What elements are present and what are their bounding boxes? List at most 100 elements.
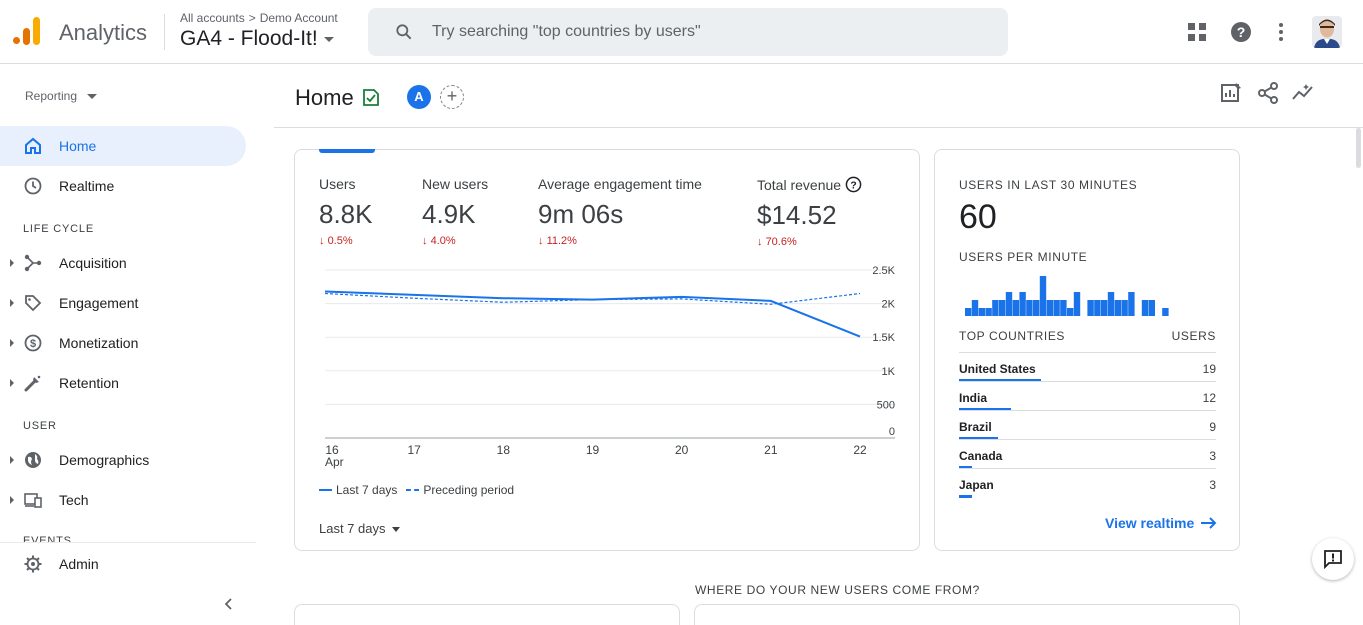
metric-delta-value: 0.5% xyxy=(327,235,353,247)
overview-card: Users 8.8K ↓ 0.5% New users 4.9K ↓ 4.0% … xyxy=(294,149,920,551)
expand-arrow-icon[interactable] xyxy=(10,339,14,347)
sidebar-item-demographics[interactable]: Demographics xyxy=(0,440,246,480)
section-label-lifecycle: LIFE CYCLE xyxy=(23,223,94,235)
property-name: GA4 - Flood-It! xyxy=(180,27,318,50)
insights-icon[interactable] xyxy=(1291,81,1315,105)
collapse-sidebar-icon[interactable] xyxy=(222,597,236,611)
sidebar-item-acquisition[interactable]: Acquisition xyxy=(0,243,246,283)
per-minute-bar xyxy=(965,308,972,316)
legend-item-last-7-days[interactable]: Last 7 days xyxy=(319,483,397,497)
sidebar-item-realtime[interactable]: Realtime xyxy=(0,166,246,206)
app-title[interactable]: Analytics xyxy=(59,20,148,45)
users-line-chart[interactable]: 2.5K 2K 1.5K 1K 500 0 16 17 18 19 20 21 22 Apr xyxy=(295,250,921,480)
per-minute-bar xyxy=(1053,300,1060,316)
metric-label: Users xyxy=(319,176,356,192)
per-minute-bar xyxy=(971,300,979,316)
avatar[interactable] xyxy=(1312,16,1342,48)
per-minute-bar xyxy=(978,308,985,316)
sidebar-item-label: Admin xyxy=(59,556,99,572)
country-row[interactable]: United States 19 xyxy=(959,352,1216,382)
sidebar-item-label: Monetization xyxy=(59,335,139,351)
per-minute-bar xyxy=(1162,308,1169,316)
breadcrumb-all-accounts[interactable]: All accounts xyxy=(180,11,245,25)
breadcrumb[interactable]: All accounts > Demo Account xyxy=(180,11,338,25)
country-name: India xyxy=(959,391,988,405)
expand-arrow-icon[interactable] xyxy=(10,496,14,504)
metric-value: 8.8K xyxy=(319,199,373,229)
help-outline-icon[interactable]: ? xyxy=(845,176,862,193)
more-vert-icon[interactable] xyxy=(1269,20,1293,44)
metric-value: 9m 06s xyxy=(538,199,624,229)
date-range-selector[interactable]: Last 7 days xyxy=(319,521,400,536)
globe-icon xyxy=(25,452,41,468)
country-name: Japan xyxy=(959,478,994,492)
x-tick-label: 21 xyxy=(764,443,778,457)
feedback-button[interactable] xyxy=(1312,538,1354,580)
metric-avg-engagement[interactable]: Average engagement time 9m 06s ↓ 11.2% xyxy=(538,176,702,247)
breadcrumb-account[interactable]: Demo Account xyxy=(259,11,338,25)
svg-text:?: ? xyxy=(1237,24,1246,40)
sidebar-item-label: Demographics xyxy=(59,452,150,468)
search-input[interactable] xyxy=(432,20,972,44)
new-users-card xyxy=(294,604,680,625)
customize-report-icon[interactable] xyxy=(1219,81,1243,105)
comparison-badge[interactable]: A xyxy=(407,85,431,109)
divider xyxy=(164,14,165,50)
legend-item-preceding-period[interactable]: Preceding period xyxy=(406,483,514,497)
verified-report-icon[interactable] xyxy=(362,87,380,107)
gear-icon xyxy=(24,555,42,573)
analytics-logo-icon[interactable] xyxy=(13,16,41,48)
per-minute-bar xyxy=(999,300,1006,316)
apps-grid-icon[interactable] xyxy=(1185,20,1209,44)
arrow-down-icon: ↓ xyxy=(319,235,328,247)
scrollbar[interactable] xyxy=(1356,128,1361,168)
top-bar: Analytics All accounts > Demo Account GA4 … xyxy=(0,0,1363,64)
sidebar-item-monetization[interactable]: $ Monetization xyxy=(0,323,246,363)
sidebar-item-label: Realtime xyxy=(59,178,115,194)
metric-delta: ↓ 0.5% xyxy=(319,235,373,247)
users-per-minute-chart[interactable] xyxy=(959,276,1219,318)
per-minute-bar xyxy=(1060,300,1067,316)
metric-value: 4.9K xyxy=(422,199,476,229)
share-icon[interactable] xyxy=(1256,81,1280,105)
country-row[interactable]: Canada 3 xyxy=(959,439,1216,469)
help-icon[interactable]: ? xyxy=(1229,20,1253,44)
sidebar-item-retention[interactable]: Retention xyxy=(0,363,246,403)
country-row[interactable]: India 12 xyxy=(959,381,1216,411)
country-row[interactable]: Brazil 9 xyxy=(959,410,1216,440)
retention-icon xyxy=(24,375,41,392)
expand-arrow-icon[interactable] xyxy=(10,456,14,464)
page-title: Home xyxy=(295,85,354,110)
metric-label-text: Total revenue xyxy=(757,177,842,193)
sidebar-item-admin[interactable]: Admin xyxy=(0,544,246,584)
metric-delta-value: 70.6% xyxy=(765,236,797,248)
selected-metric-indicator xyxy=(319,149,375,153)
expand-arrow-icon[interactable] xyxy=(10,379,14,387)
expand-arrow-icon[interactable] xyxy=(10,259,14,267)
add-comparison-button[interactable]: + xyxy=(440,85,464,109)
country-name: Brazil xyxy=(959,420,992,434)
reporting-dropdown[interactable]: Reporting xyxy=(25,89,98,103)
country-row[interactable]: Japan 3 xyxy=(959,468,1216,498)
per-minute-bar xyxy=(1039,276,1047,316)
feedback-icon xyxy=(1324,550,1342,569)
metric-total-revenue[interactable]: Total revenue? $14.52 ↓ 70.6% xyxy=(757,176,862,248)
svg-text:?: ? xyxy=(850,180,856,191)
per-minute-bar xyxy=(1019,292,1026,316)
x-tick-label: 16 xyxy=(325,443,339,457)
expand-arrow-icon[interactable] xyxy=(10,299,14,307)
per-minute-bar xyxy=(1005,292,1013,316)
sidebar-item-home[interactable]: Home xyxy=(0,126,246,166)
search-bar[interactable] xyxy=(368,8,1008,56)
per-minute-bar xyxy=(1094,300,1101,316)
metric-new-users[interactable]: New users 4.9K ↓ 4.0% xyxy=(422,176,488,247)
y-tick-label: 2.5K xyxy=(872,265,895,277)
property-selector[interactable]: GA4 - Flood-It! xyxy=(180,27,334,51)
metric-users[interactable]: Users 8.8K ↓ 0.5% xyxy=(319,176,373,247)
metric-delta-value: 4.0% xyxy=(430,235,456,247)
view-realtime-link[interactable]: View realtime xyxy=(1105,515,1218,531)
sidebar-item-engagement[interactable]: Engagement xyxy=(0,283,246,323)
country-users: 9 xyxy=(1209,420,1216,434)
sidebar-item-tech[interactable]: Tech xyxy=(0,480,246,520)
metric-delta: ↓ 4.0% xyxy=(422,235,488,247)
